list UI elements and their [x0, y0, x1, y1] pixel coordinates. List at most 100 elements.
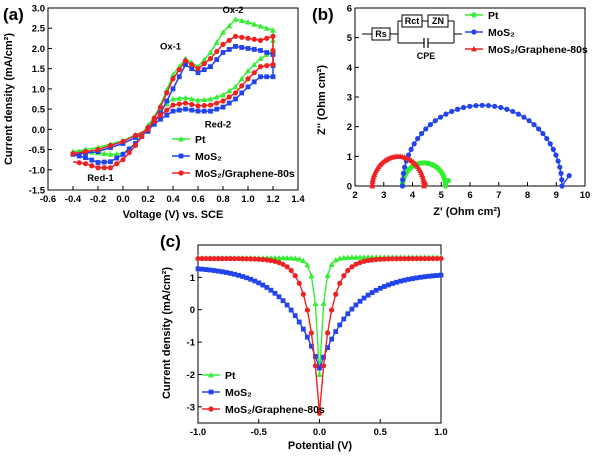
panel-c-series-2-point: [231, 256, 238, 262]
panel-b-series-1-point: [473, 102, 479, 109]
panel-a-series-2-point: [157, 104, 164, 110]
panel-c-series-0-point: [365, 254, 372, 260]
panel-c-series-2-point: [377, 256, 383, 262]
panel-b-series-1-point: [555, 158, 561, 164]
panel-a-series-2-point: [214, 100, 220, 106]
panel-a-series-2-point: [195, 103, 201, 109]
panel-a-series-2-point: [107, 142, 114, 149]
panel-c-series-1-point: [402, 277, 407, 283]
panel-c-series-1-point: [390, 281, 395, 286]
panel-c-y-tick-label-4: 1: [190, 273, 196, 284]
panel-a-series-1-point: [264, 50, 270, 55]
panel-a-series-0-point: [232, 16, 239, 22]
panel-a-series: [70, 16, 276, 171]
panel-c-series-1-point: [406, 276, 411, 282]
panel-b-series-2-point: [420, 176, 427, 182]
panel-c-series-1-point: [309, 343, 314, 349]
circuit-zn-label: ZN: [432, 16, 444, 26]
panel-c-series-1-point: [296, 319, 302, 325]
panel-a-y-tick-label-1: -1.0: [29, 165, 45, 176]
panel-a-series-1-point: [220, 50, 226, 55]
panel-b-y-axis-label: Z'' (Ohm cm²): [316, 65, 328, 135]
panel-c-x-tick-label-4: 1.0: [434, 427, 447, 438]
panel-b-y-tick-label-3: 3: [347, 93, 352, 104]
panel-c-series-1-point: [341, 316, 347, 322]
panel-a-series-2-point: [82, 161, 89, 167]
panel-b-series-1-point: [427, 122, 434, 128]
panel-a-x-axis: -0.6 -0.4 -0.2 0.0 0.2 0.4 0.6 0.8 1.0 1.2 1.4: [40, 186, 305, 205]
panel-b-y-tick-label-0: 0: [347, 182, 352, 193]
panel-c-series-1-point: [398, 278, 403, 284]
panel-a-series-1-point: [195, 70, 201, 76]
panel-c-series-2-point: [406, 256, 412, 262]
panel-b-x-axis-label: Z' (Ohm cm²): [433, 206, 501, 218]
panel-b-series-1-point: [559, 183, 565, 189]
panel-b-series-1-point: [454, 106, 461, 112]
panel-a-annotation-0: Ox-1: [160, 41, 182, 52]
panel-c-series-1-point: [211, 268, 217, 273]
panel-a-series-0-point: [226, 87, 233, 94]
panel-c-series-2-point: [316, 410, 323, 416]
panel-a-legend-label-2: MoS₂/Graphene-80s: [195, 168, 295, 180]
panel-c-series-1-point: [236, 272, 241, 278]
panel-a-series-0-point: [113, 151, 120, 157]
panel-c-series-2-point: [284, 264, 290, 270]
panel-a-series-1-point: [226, 100, 232, 106]
panel-c-series-1-point: [292, 313, 298, 319]
panel-c-series-2-point: [260, 256, 266, 263]
panel-a-series-1-point: [176, 74, 182, 80]
panel-c-series-1-point: [228, 270, 233, 276]
panel-c-series-1-point: [357, 298, 363, 304]
panel-c-series-1-point: [313, 354, 318, 359]
panel-a-legend-marker-0: [178, 136, 184, 142]
panel-b-series-1-point: [467, 103, 473, 109]
panel-a-series-2-point: [95, 165, 101, 171]
panel-a-series-1-point: [101, 159, 107, 165]
panel-a-series-1-point: [239, 45, 245, 50]
panel-c-series-2-point: [272, 258, 278, 264]
panel-a-series-1-point: [151, 121, 157, 127]
panel-a-series-1-point: [183, 106, 188, 112]
panel-b-x-tick-label-0: 2: [352, 190, 357, 201]
panel-c-series-2-point: [207, 256, 213, 262]
panel-b-series-2-point: [422, 179, 429, 185]
panel-a-series-2-point: [201, 61, 207, 67]
panel-a-series-1-point: [251, 47, 257, 52]
panel-b-series-1-point: [485, 102, 492, 109]
panel-c-series-2-point: [341, 273, 347, 279]
panel-b-x-tick-label-7: 9: [554, 190, 559, 201]
panel-a-series-2-point: [207, 102, 214, 108]
panel-c-legend: Pt MoS₂ MoS₂/Graphene-80s: [202, 370, 325, 416]
panel-c-series-2-point: [296, 280, 302, 286]
panel-a-series-2-point: [251, 70, 257, 76]
panel-a-series-1-point: [245, 84, 251, 90]
panel-b-series-1-point: [449, 108, 455, 115]
panel-b-series-1-point: [432, 118, 438, 124]
panel-a-legend-label-1: MoS₂: [195, 151, 222, 163]
panel-a-series-1-point: [195, 108, 201, 114]
panel-b-series-1-point: [460, 104, 467, 111]
panel-a-series-2-point: [251, 36, 257, 42]
panel-b-series-1-point: [411, 141, 417, 147]
panel-a-series-1-point: [164, 98, 170, 104]
panel-b-series-1-point: [557, 164, 563, 170]
panel-c-series-2-point: [211, 256, 217, 262]
panel-a-series-1-point: [108, 159, 113, 165]
panel-c-series-1-point: [288, 307, 294, 313]
panel-b-series-1-point: [405, 152, 412, 158]
panel-b-legend-marker-0: [471, 12, 477, 18]
panel-b-series-1-point: [566, 173, 572, 179]
panel-b-series-1-point: [423, 126, 429, 132]
panel-c-series-1-point: [434, 273, 440, 278]
panel-c-series-1-point: [264, 285, 270, 290]
panel-b-series-1-point: [498, 104, 504, 111]
panel-b-series-1-point: [492, 103, 498, 109]
panel-a-series-2-point: [126, 149, 132, 156]
panel-a-series-0-point: [176, 95, 183, 101]
panel-c-series-2-point: [215, 256, 221, 262]
panel-a-annotation-3: Red-2: [205, 119, 231, 130]
panel-a-series-2-point: [189, 101, 195, 108]
panel-b-series-1-point: [418, 130, 425, 137]
panel-a-series-0-point: [226, 22, 233, 29]
panel-c-series-2-point: [239, 256, 246, 262]
